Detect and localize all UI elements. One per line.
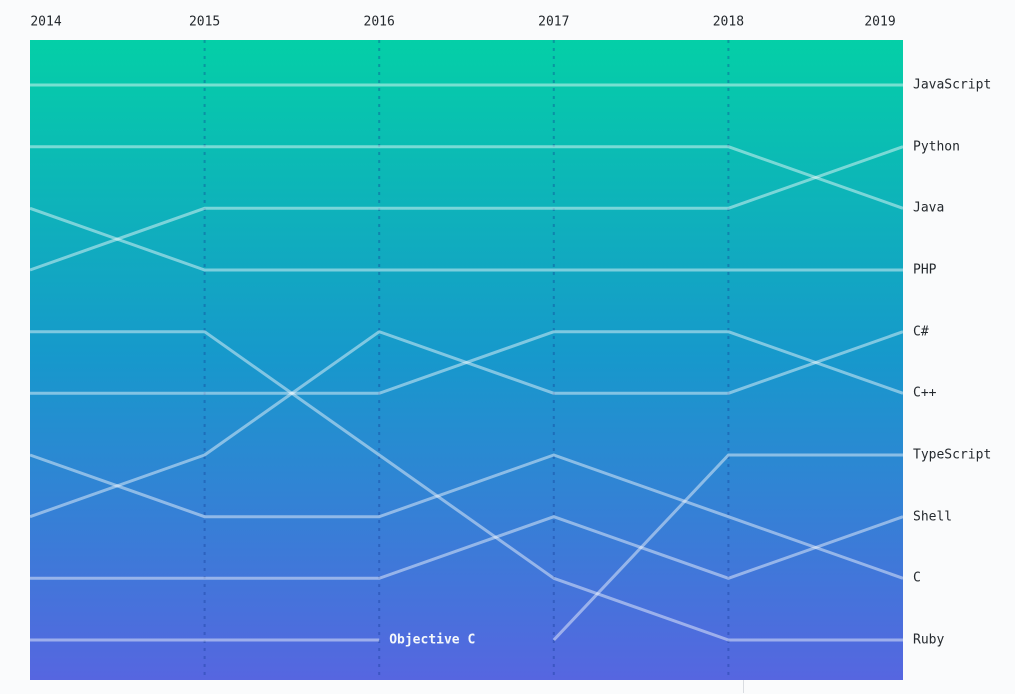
series-line-shell: [30, 515, 904, 580]
year-label-2016: 2016: [363, 14, 395, 30]
language-label-python: Python: [913, 139, 960, 155]
series-line-ruby: [30, 330, 903, 642]
language-label-javascript: JavaScript: [913, 77, 992, 93]
language-label-shell: Shell: [913, 509, 953, 525]
language-label-php: PHP: [913, 262, 937, 278]
series-line-java: [30, 145, 904, 210]
year-label-2014: 2014: [30, 14, 62, 30]
series-line-php: [29, 206, 903, 272]
year-label-2017: 2017: [538, 14, 570, 30]
year-label-2015: 2015: [188, 14, 221, 30]
language-label-c: C: [913, 570, 921, 586]
language-label-ruby: Ruby: [913, 632, 945, 648]
language-label-java: Java: [913, 200, 945, 216]
series-line-typescript: [552, 453, 903, 642]
language-label-cpp: C++: [913, 385, 937, 401]
inline-label-objective-c: Objective C: [389, 632, 476, 648]
year-label-2018: 2018: [712, 14, 745, 30]
year-label-2019: 2019: [864, 14, 896, 30]
language-label-typescript: TypeScript: [913, 447, 992, 463]
series-line-csharp: [29, 330, 904, 519]
chart-gradient-area: [30, 40, 903, 680]
series-line-python: [29, 145, 904, 272]
language-label-csharp: C#: [913, 324, 929, 340]
series-line-cpp: [30, 330, 904, 395]
series-line-c: [29, 453, 904, 580]
